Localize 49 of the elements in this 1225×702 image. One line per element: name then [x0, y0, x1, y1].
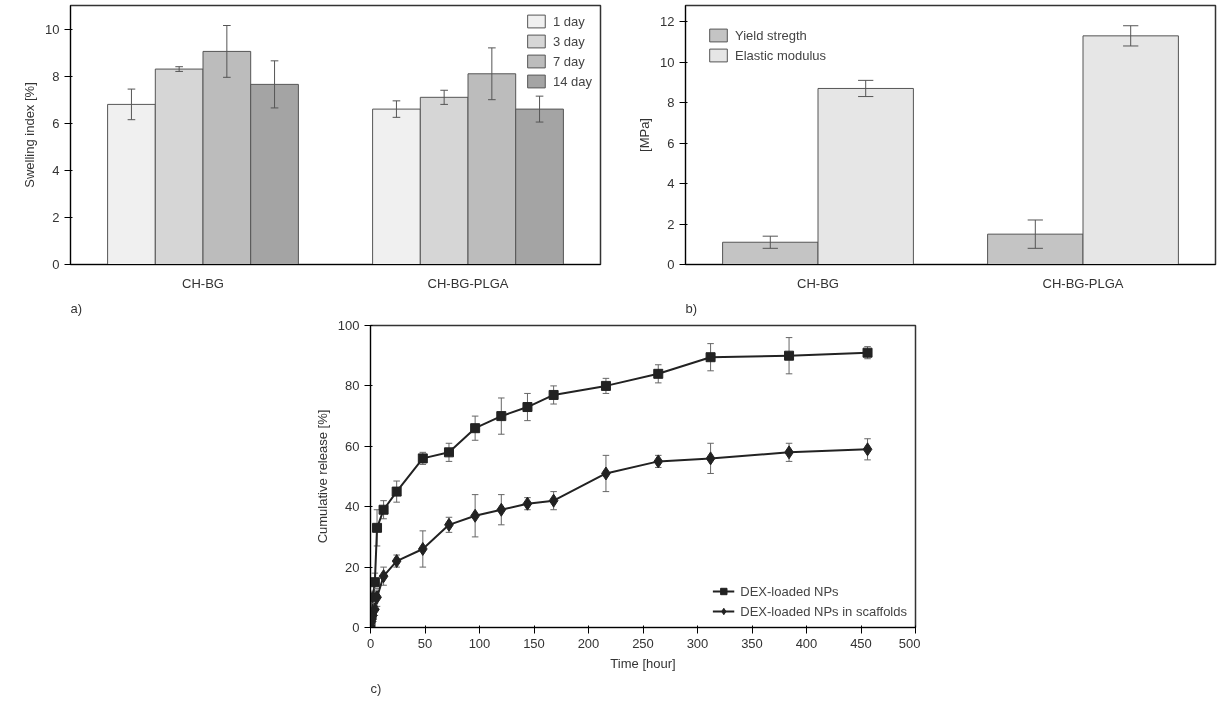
y-tick-label: 20 [345, 559, 360, 575]
x-tick-label: 50 [417, 635, 433, 651]
x-axis-title: Time [hour] [610, 655, 676, 671]
text: a) [70, 300, 83, 316]
legend-label: Yield stregth [735, 27, 807, 43]
text: c) [370, 680, 382, 696]
x-tick-label: 350 [741, 635, 763, 651]
x-tick-label: 300 [686, 635, 709, 651]
y-tick-label: 60 [345, 438, 360, 454]
x-tick-label: 100 [468, 635, 491, 651]
x-tick-label: 450 [850, 635, 872, 651]
y-tick-label: 40 [345, 499, 360, 515]
x-tick-label: 250 [632, 635, 654, 651]
legend-label: 1 day [552, 13, 585, 29]
legend-label: DEX-loaded NPs [740, 583, 839, 599]
y-tick-label: 10 [45, 21, 60, 37]
legend-label: 7 day [552, 53, 585, 69]
y-tick-label: 100 [337, 318, 360, 333]
y-axis-title: Cumulative release [%] [314, 409, 330, 544]
y-tick-label: 0 [52, 257, 60, 272]
legend-label: Elastic modulus [735, 47, 827, 63]
x-tick-label: 400 [795, 635, 818, 651]
x-tick-label: CH-BG [182, 275, 224, 291]
y-tick-label: 4 [667, 176, 675, 192]
x-tick-label: 150 [523, 635, 545, 651]
x-tick-label: CH-BG [797, 275, 839, 291]
y-tick-label: 4 [52, 162, 60, 178]
y-tick-label: 2 [52, 209, 60, 225]
legend-label: 3 day [552, 33, 585, 49]
y-tick-label: 80 [345, 378, 360, 394]
y-axis-title: Swelling index [%] [22, 82, 38, 188]
y-tick-label: 8 [667, 95, 675, 111]
y-tick-label: 2 [667, 216, 675, 232]
y-tick-label: 0 [667, 257, 675, 272]
legend-label: 14 day [552, 73, 592, 89]
x-tick-label: 200 [577, 635, 600, 651]
text: b) [685, 300, 698, 316]
x-tick-label: CH-BG-PLGA [1042, 275, 1124, 291]
y-tick-label: 12 [660, 14, 675, 30]
y-tick-label: 6 [52, 115, 60, 131]
y-axis-title: [MPa] [637, 118, 653, 152]
y-tick-label: 10 [660, 54, 675, 70]
x-tick-label: 500 [898, 635, 921, 651]
x-tick-label: CH-BG-PLGA [427, 275, 509, 291]
x-tick-label: 0 [366, 635, 375, 651]
y-tick-label: 0 [352, 620, 360, 635]
legend-label: DEX-loaded NPs in scaffolds [740, 603, 907, 619]
y-tick-label: 8 [52, 68, 60, 84]
y-tick-label: 6 [667, 135, 675, 151]
